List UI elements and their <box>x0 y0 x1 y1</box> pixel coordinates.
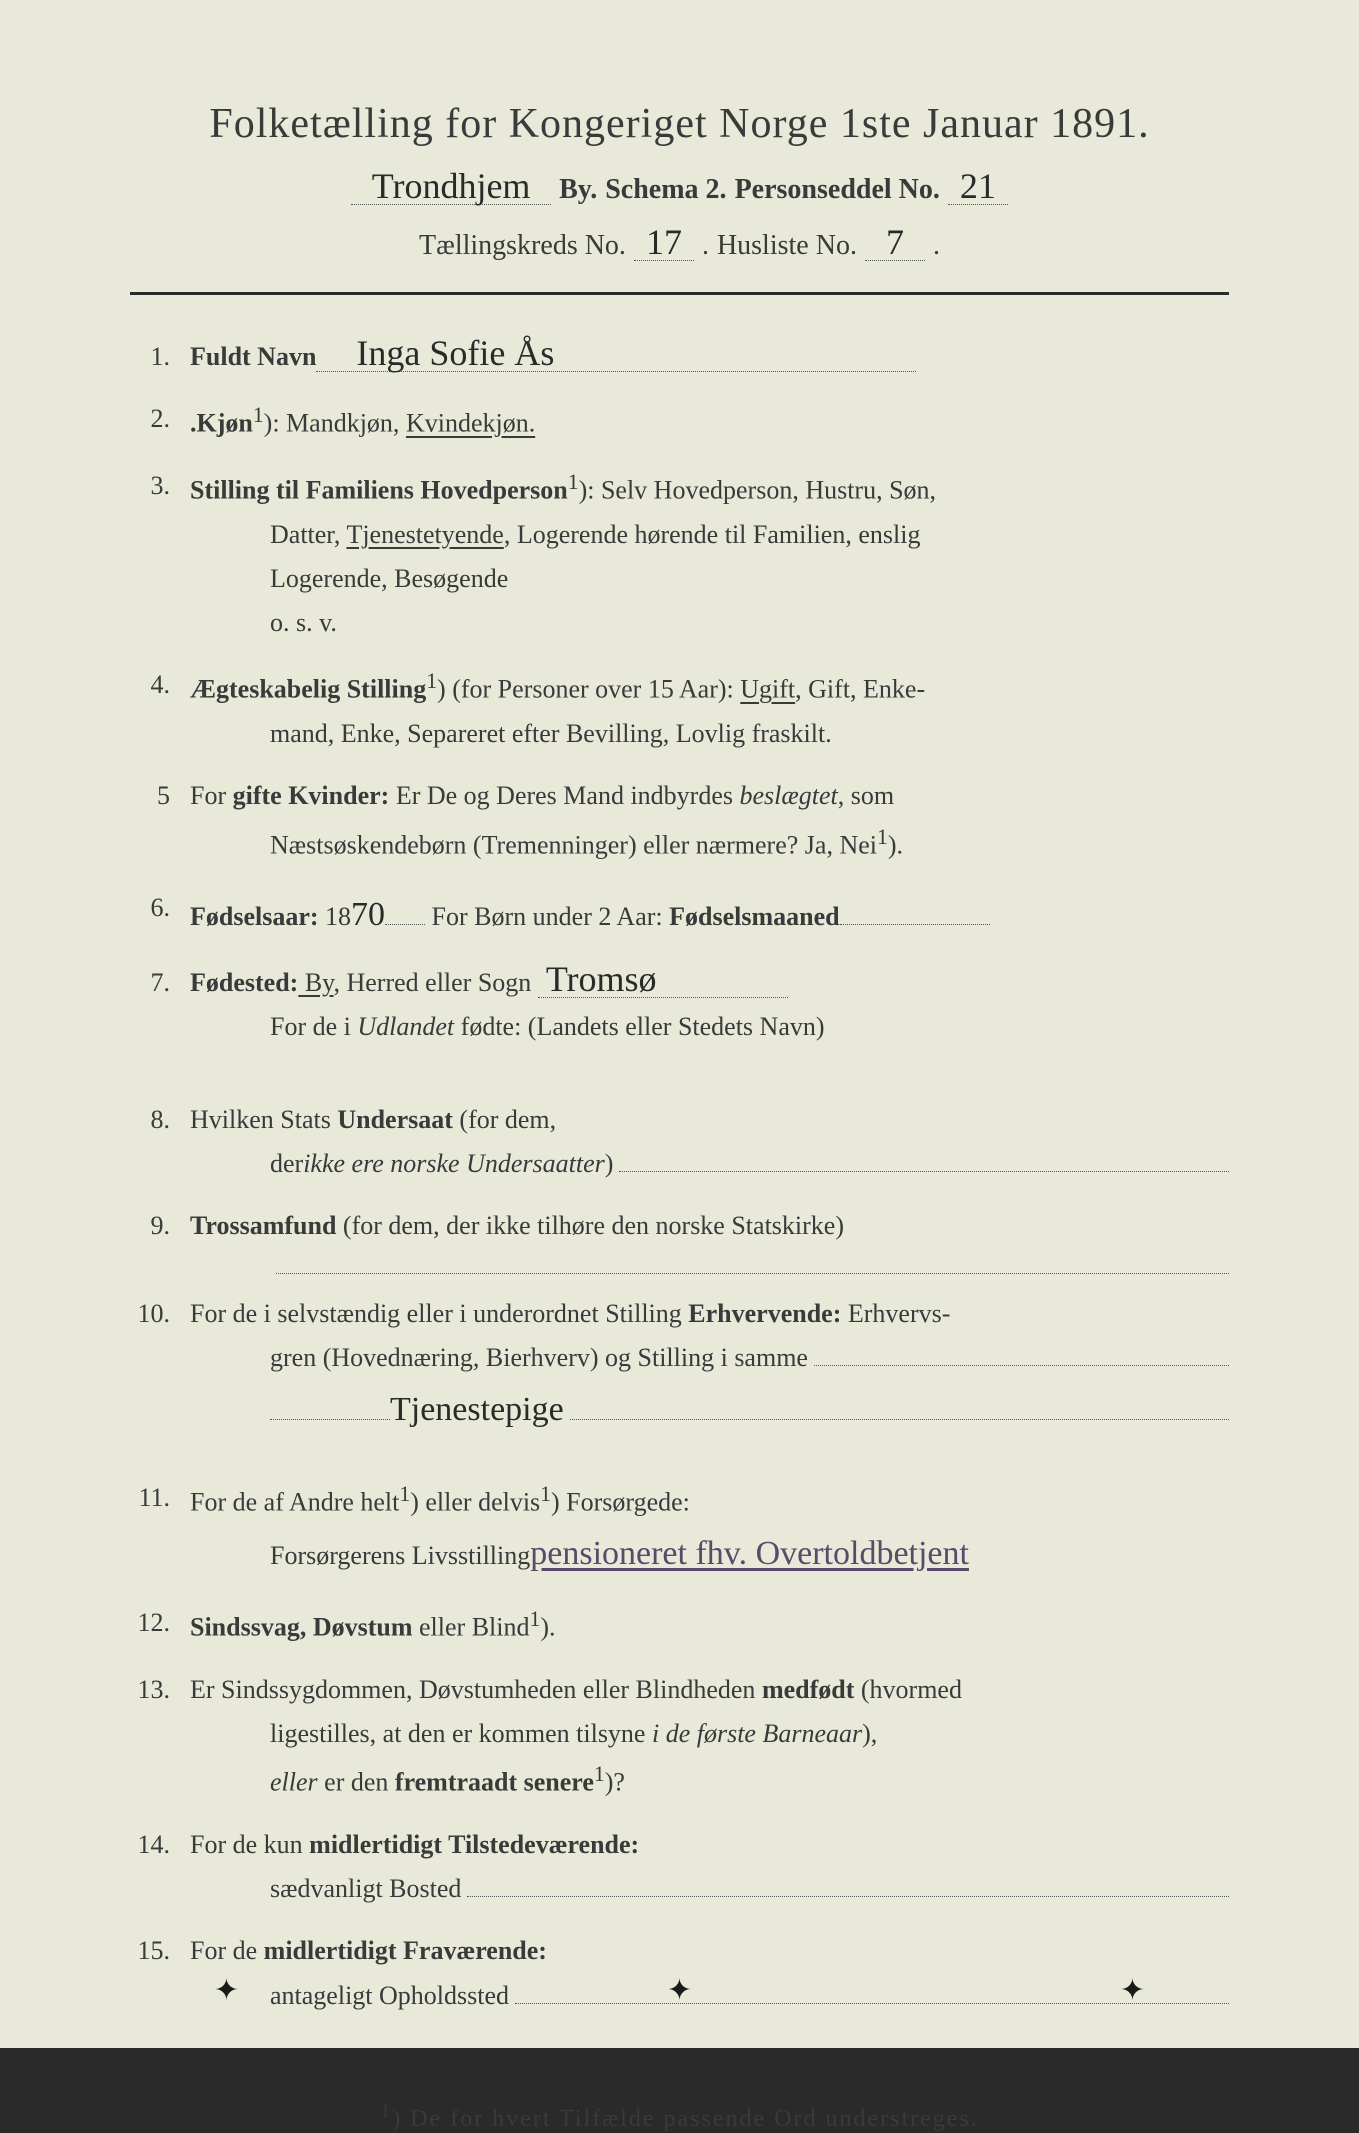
q6-year: 70 <box>351 896 385 933</box>
item-11: 11. For de af Andre helt1) eller delvis1… <box>130 1476 1229 1583</box>
q7-value: Tromsø <box>538 961 788 998</box>
item-2: 2. .Kjøn1): Mandkjøn, Kvindekjøn. <box>130 397 1229 446</box>
city-handwritten: Trondhjem <box>351 168 551 205</box>
taellingskreds-label: Tællingskreds No. <box>419 230 626 262</box>
item-num: 11. <box>130 1476 190 1583</box>
husliste-no: 7 <box>865 224 925 261</box>
schema-label: Schema 2. <box>605 174 726 206</box>
item-num: 2. <box>130 397 190 446</box>
item-num: 7. <box>130 961 190 1049</box>
item-12: 12. Sindssvag, Døvstum eller Blind1). <box>130 1601 1229 1650</box>
footnote: 1) De for hvert Tilfælde passende Ord un… <box>130 2100 1229 2133</box>
q2-selected: Kvindekjøn. <box>406 409 535 438</box>
item-9: 9. Trossamfund (for dem, der ikke tilhør… <box>130 1204 1229 1274</box>
item-num: 10. <box>130 1292 190 1438</box>
q2-label: .Kjøn <box>190 409 253 438</box>
item-7: 7. Fødested: By, Herred eller Sogn Troms… <box>130 961 1229 1049</box>
item-num: 14. <box>130 1823 190 1911</box>
item-5: 5 For gifte Kvinder: Er De og Deres Mand… <box>130 774 1229 867</box>
pin-icon: ✦ <box>214 1973 239 2008</box>
pin-icon: ✦ <box>1120 1973 1145 2008</box>
item-num: 3. <box>130 464 190 645</box>
q9-label: Trossamfund <box>190 1211 336 1240</box>
q6-label: Fødselsaar: <box>190 902 319 931</box>
item-8: 8. Hvilken Stats Undersaat (for dem, der… <box>130 1098 1229 1186</box>
q1-value: Inga Sofie Ås <box>316 335 916 372</box>
q7-label: Fødested: <box>190 968 298 997</box>
form-title: Folketælling for Kongeriget Norge 1ste J… <box>130 100 1229 148</box>
personseddel-label: Personseddel No. <box>735 174 940 206</box>
header-row-2: Tællingskreds No. 17 . Husliste No. 7 . <box>130 224 1229 262</box>
census-form-page: Folketælling for Kongeriget Norge 1ste J… <box>0 0 1359 2048</box>
item-10: 10. For de i selvstændig eller i underor… <box>130 1292 1229 1438</box>
q12-label: Sindssvag, Døvstum <box>190 1613 413 1642</box>
q4-selected: Ugift <box>740 675 795 704</box>
binding-pins: ✦ ✦ ✦ <box>0 1973 1359 2008</box>
item-num: 5 <box>130 774 190 867</box>
pin-icon: ✦ <box>667 1973 692 2008</box>
form-items: 1. Fuldt Navn Inga Sofie Ås 2. .Kjøn1): … <box>130 335 1229 2018</box>
divider-bottom <box>322 2068 1036 2070</box>
personseddel-no: 21 <box>948 168 1008 205</box>
header-row-1: Trondhjem By. Schema 2. Personseddel No.… <box>130 168 1229 206</box>
q11-value: pensioneret fhv. Overtoldbetjent <box>530 1525 969 1583</box>
item-num: 9. <box>130 1204 190 1274</box>
q10-value: Tjenestepige <box>390 1381 564 1439</box>
husliste-label: Husliste No. <box>717 230 857 262</box>
item-num: 12. <box>130 1601 190 1650</box>
item-num: 13. <box>130 1668 190 1805</box>
item-1: 1. Fuldt Navn Inga Sofie Ås <box>130 335 1229 379</box>
item-num: 1. <box>130 335 190 379</box>
q3-label: Stilling til Familiens Hovedperson <box>190 476 568 505</box>
q4-label: Ægteskabelig Stilling <box>190 675 426 704</box>
item-13: 13. Er Sindssygdommen, Døvstumheden elle… <box>130 1668 1229 1805</box>
q1-label: Fuldt Navn <box>190 335 316 379</box>
item-num: 8. <box>130 1098 190 1186</box>
item-3: 3. Stilling til Familiens Hovedperson1):… <box>130 464 1229 645</box>
item-num: 6. <box>130 886 190 944</box>
item-14: 14. For de kun midlertidigt Tilstedevære… <box>130 1823 1229 1911</box>
q3-selected: Tjenestetyende <box>346 520 503 549</box>
item-6: 6. Fødselsaar: 1870 For Børn under 2 Aar… <box>130 886 1229 944</box>
item-num: 4. <box>130 663 190 756</box>
by-label: By. <box>559 174 597 206</box>
divider-top <box>130 292 1229 295</box>
taellingskreds-no: 17 <box>634 224 694 261</box>
item-4: 4. Ægteskabelig Stilling1) (for Personer… <box>130 663 1229 756</box>
